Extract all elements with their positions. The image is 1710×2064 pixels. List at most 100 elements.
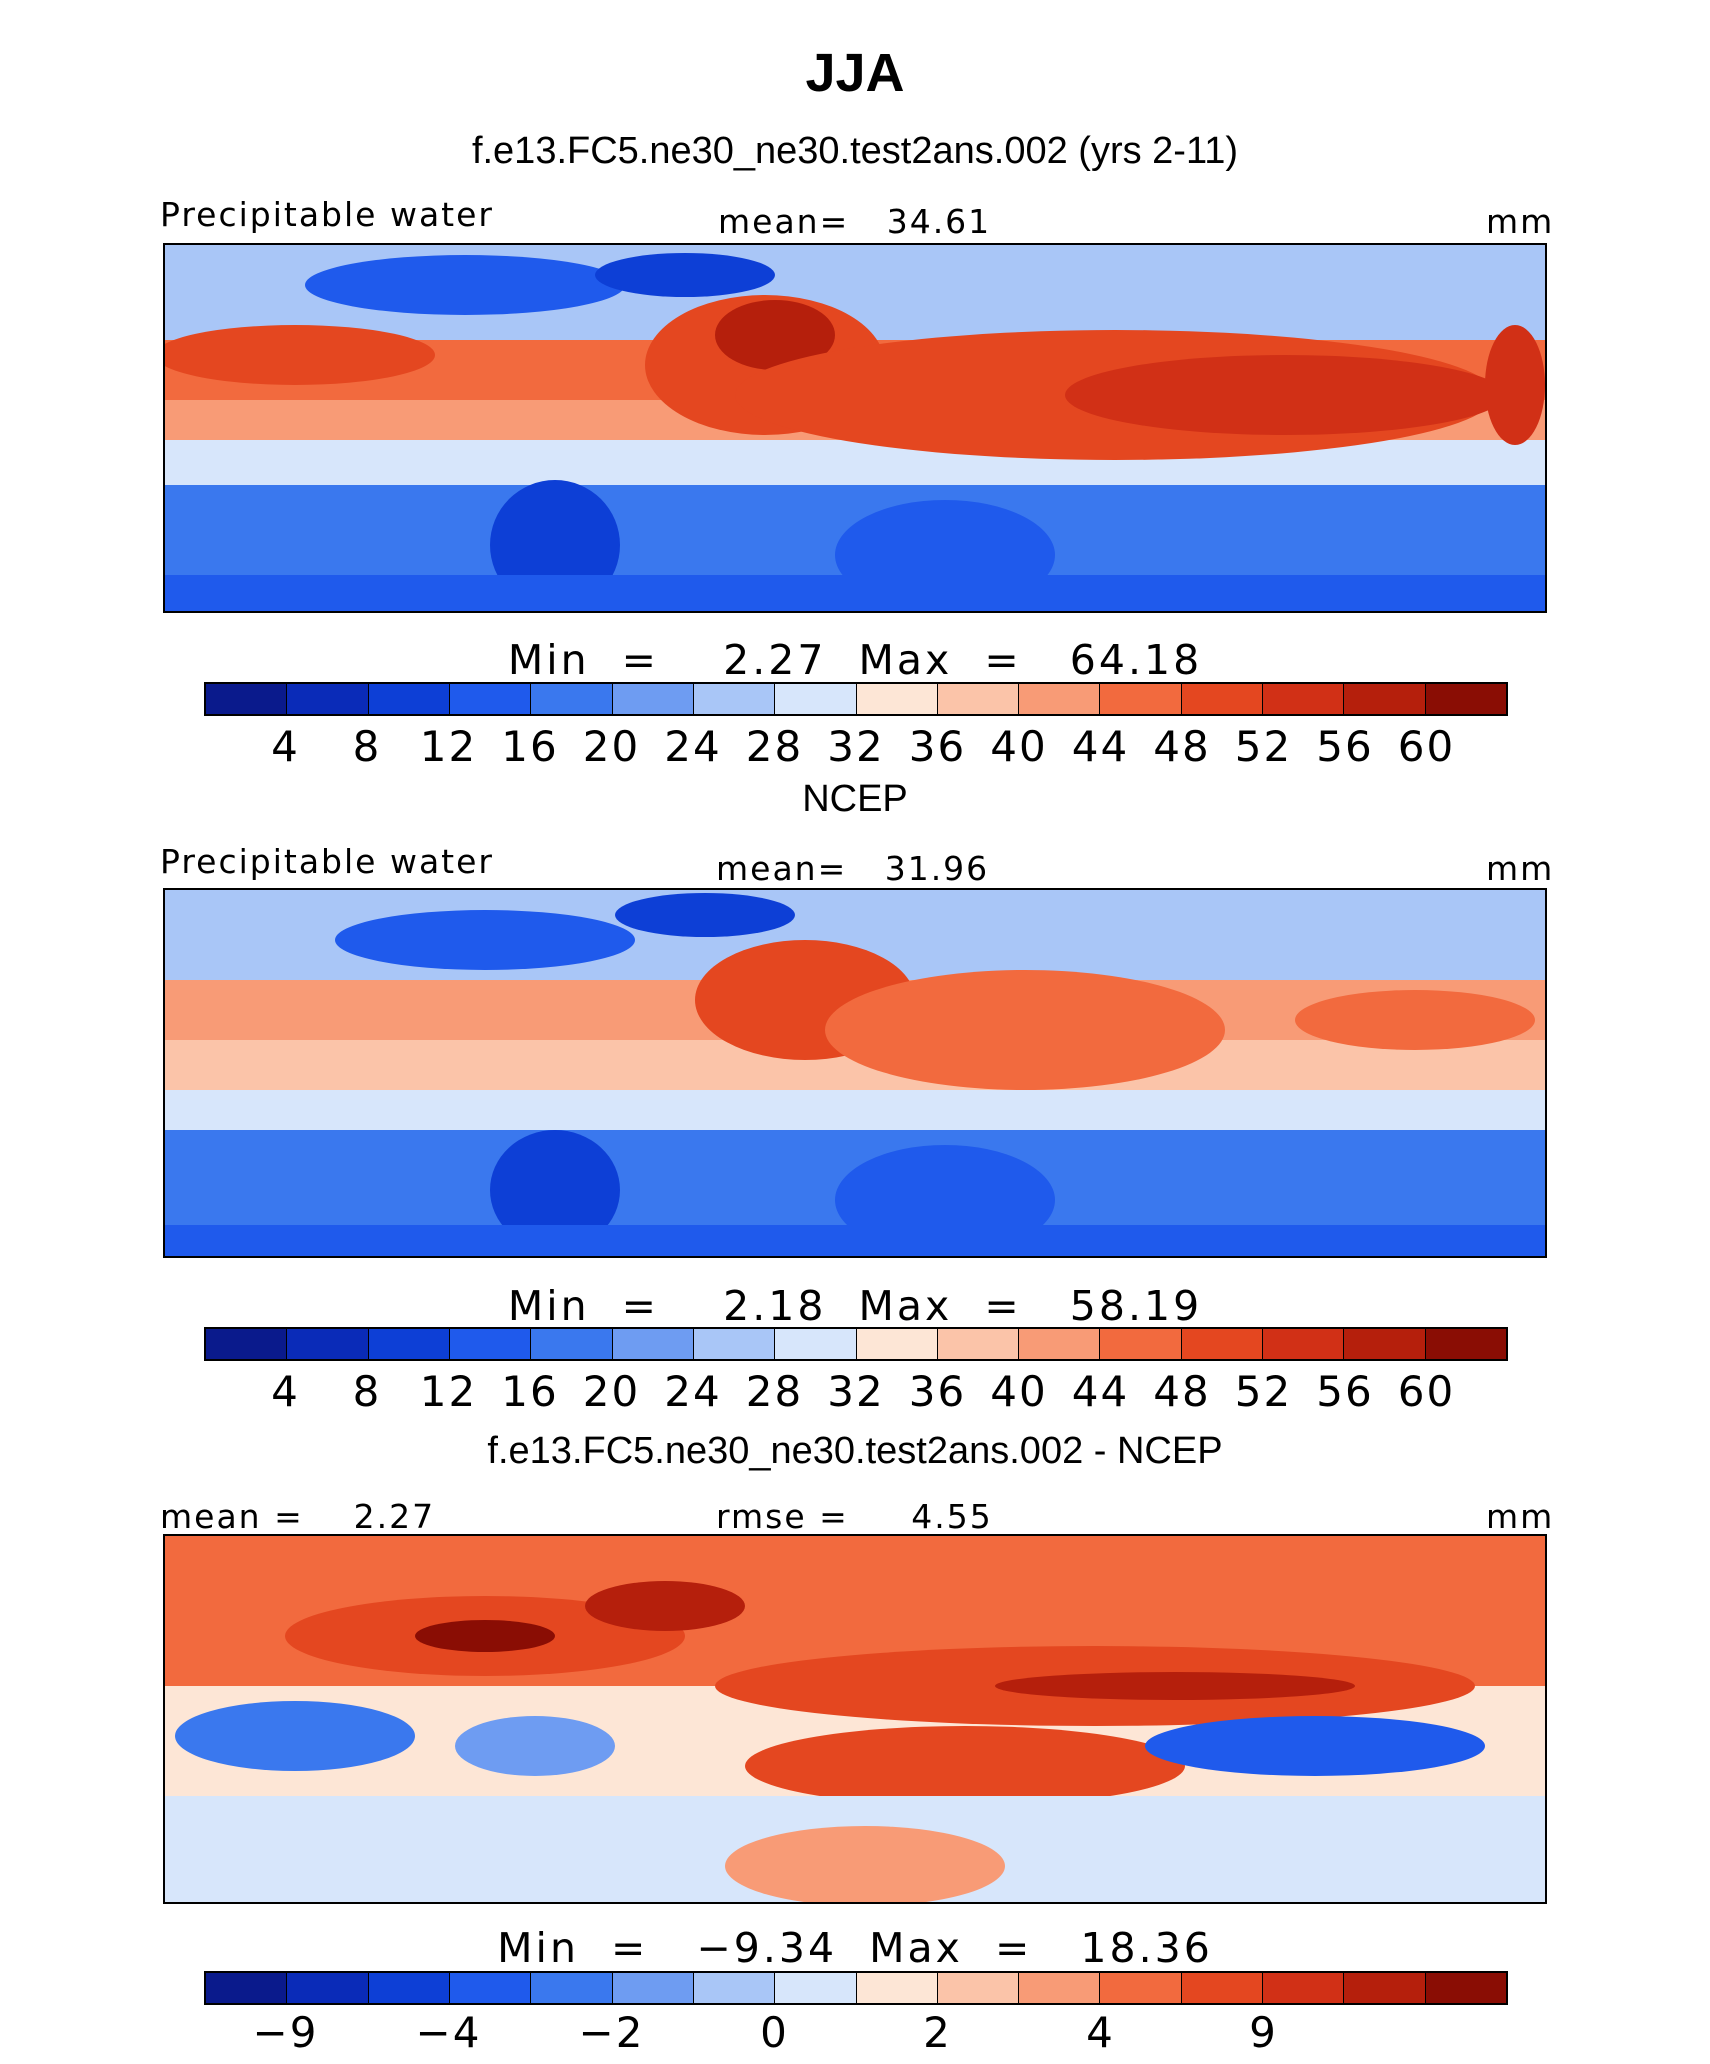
panel-3-colorbar-swatch — [1100, 1973, 1182, 2003]
panel-2-colorbar-tick: 56 — [1316, 1367, 1374, 1416]
panel-3-map — [163, 1534, 1547, 1904]
panel-3-colorbar-labels: −9 −4 −2 0 2 4 9 — [204, 2008, 1508, 2058]
panel-1-colorbar-tick: 48 — [1153, 722, 1211, 771]
panel-1-colorbar-swatch — [612, 684, 694, 714]
panel-1-min-max: Min = 2.27 Max = 64.18 — [507, 636, 1203, 684]
panel-2-colorbar-swatch — [449, 1329, 532, 1359]
panel-2-colorbar-swatch — [206, 1329, 288, 1359]
panel-1-colorbar-tick: 56 — [1316, 722, 1374, 771]
panel-2-colorbar-swatch — [1263, 1329, 1345, 1359]
panel-3-colorbar-swatch — [775, 1973, 857, 2003]
panel-1-colorbar-swatch — [1100, 684, 1182, 714]
panel-1-colorbar-tick: 28 — [745, 722, 804, 771]
panel-3-colorbar-swatch — [937, 1973, 1020, 2003]
panel-3-colorbar-tick: −4 — [415, 2008, 482, 2057]
panel-2-colorbar-tick: 16 — [501, 1367, 559, 1416]
panel-3-colorbar-swatch — [1263, 1973, 1345, 2003]
panel-3-colorbar-tick: 4 — [1086, 2008, 1115, 2057]
panel-2-colorbar-swatch — [368, 1329, 450, 1359]
panel-3-colorbar-tick: 2 — [923, 2008, 952, 2057]
panel-1-colorbar-tick: 44 — [1071, 722, 1130, 771]
panel-3-colorbar-swatch — [1344, 1973, 1426, 2003]
panel-1-colorbar-swatch — [449, 684, 532, 714]
panel-1-colorbar-swatch — [693, 684, 776, 714]
panel-3-colorbar-tick: 9 — [1249, 2008, 1278, 2057]
panel-3-colorbar-tick: −9 — [252, 2008, 319, 2057]
panel-1-units-label: mm — [1486, 202, 1555, 241]
panel-3-rmse-label: rmse = 4.55 — [716, 1497, 993, 1536]
panel-1-colorbar-tick: 24 — [664, 722, 722, 771]
panel-1-colorbar-labels: 4 8 12 16 20 24 28 32 36 40 44 48 52 56 60 — [204, 722, 1508, 772]
panel-3-mean-label: mean = 2.27 — [160, 1497, 436, 1536]
panel-2-colorbar-labels: 4 8 12 16 20 24 28 32 36 40 44 48 52 56 60 — [204, 1367, 1508, 1417]
panel-3-colorbar-swatch — [856, 1973, 938, 2003]
panel-3-colorbar-swatch — [287, 1973, 369, 2003]
panel-1-mean-label: mean= 34.61 — [718, 202, 992, 241]
panel-1-colorbar-swatch — [531, 684, 613, 714]
panel-2-title: NCEP — [802, 778, 908, 820]
panel-2-colorbar-tick: 28 — [745, 1367, 804, 1416]
panel-3-colorbar-swatch — [368, 1973, 450, 2003]
panel-2-colorbar-tick: 4 — [271, 1367, 300, 1416]
panel-2-colorbar-tick: 20 — [582, 1367, 641, 1416]
panel-3-colorbar-swatch — [1019, 1973, 1101, 2003]
panel-3-colorbar-swatch — [612, 1973, 694, 2003]
panel-3-colorbar-swatch — [449, 1973, 532, 2003]
panel-2-colorbar — [204, 1327, 1508, 1361]
panel-2-colorbar-swatch — [775, 1329, 857, 1359]
panel-1-colorbar-tick: 16 — [501, 722, 559, 771]
panel-1-colorbar-swatch — [1263, 684, 1345, 714]
panel-1-colorbar-tick: 40 — [990, 722, 1048, 771]
panel-1-colorbar-tick: 52 — [1234, 722, 1293, 771]
panel-2-colorbar-swatch — [1100, 1329, 1182, 1359]
panel-2-colorbar-swatch — [531, 1329, 613, 1359]
panel-2-map — [163, 888, 1547, 1258]
panel-2-colorbar-tick: 12 — [419, 1367, 478, 1416]
panel-1-colorbar-swatch — [1019, 684, 1101, 714]
panel-1-colorbar-tick: 4 — [271, 722, 300, 771]
panel-2-colorbar-swatch — [287, 1329, 369, 1359]
panel-3-min-max: Min = −9.34 Max = 18.36 — [497, 1924, 1213, 1972]
panel-2-mean-label: mean= 31.96 — [716, 849, 990, 888]
panel-1-title: f.e13.FC5.ne30_ne30.test2ans.002 (yrs 2-… — [471, 130, 1239, 172]
panel-1-colorbar — [204, 682, 1508, 716]
panel-1-colorbar-swatch — [287, 684, 369, 714]
panel-2-colorbar-swatch — [612, 1329, 694, 1359]
panel-3-colorbar-swatch — [531, 1973, 613, 2003]
panel-1-colorbar-swatch — [856, 684, 938, 714]
panel-2-colorbar-tick: 52 — [1234, 1367, 1293, 1416]
panel-2-variable-label: Precipitable water — [160, 842, 494, 881]
panel-1-colorbar-swatch — [206, 684, 288, 714]
panel-3-units-label: mm — [1486, 1497, 1555, 1536]
panel-2-colorbar-tick: 8 — [352, 1367, 382, 1416]
panel-2-colorbar-swatch — [1019, 1329, 1101, 1359]
panel-1-colorbar-swatch — [775, 684, 857, 714]
panel-3-colorbar — [204, 1971, 1508, 2005]
panel-2-colorbar-swatch — [1425, 1329, 1506, 1359]
panel-1-colorbar-tick: 8 — [352, 722, 382, 771]
panel-2-colorbar-swatch — [693, 1329, 776, 1359]
panel-2-colorbar-tick: 44 — [1071, 1367, 1130, 1416]
panel-3-colorbar-tick: 0 — [760, 2008, 789, 2057]
panel-1-colorbar-tick: 32 — [827, 722, 885, 771]
panel-1-colorbar-swatch — [1344, 684, 1426, 714]
panel-1-colorbar-swatch — [368, 684, 450, 714]
panel-2-colorbar-swatch — [856, 1329, 938, 1359]
panel-2-colorbar-swatch — [1181, 1329, 1264, 1359]
panel-1-colorbar-tick: 20 — [582, 722, 641, 771]
panel-1-colorbar-swatch — [1425, 684, 1506, 714]
panel-2-colorbar-tick: 32 — [827, 1367, 885, 1416]
panel-1-map — [163, 243, 1547, 613]
panel-1-variable-label: Precipitable water — [160, 195, 494, 234]
panel-2-colorbar-tick: 24 — [664, 1367, 722, 1416]
panel-1-colorbar-tick: 36 — [908, 722, 967, 771]
panel-3-title: f.e13.FC5.ne30_ne30.test2ans.002 - NCEP — [487, 1430, 1223, 1472]
panel-1-colorbar-swatch — [1181, 684, 1264, 714]
panel-3-colorbar-tick: −2 — [578, 2008, 645, 2057]
panel-2-min-max: Min = 2.18 Max = 58.19 — [507, 1282, 1203, 1330]
panel-3-colorbar-swatch — [1181, 1973, 1264, 2003]
panel-2-units-label: mm — [1486, 849, 1555, 888]
figure-title: JJA — [805, 43, 905, 103]
panel-2-colorbar-swatch — [937, 1329, 1020, 1359]
panel-2-colorbar-tick: 40 — [990, 1367, 1048, 1416]
